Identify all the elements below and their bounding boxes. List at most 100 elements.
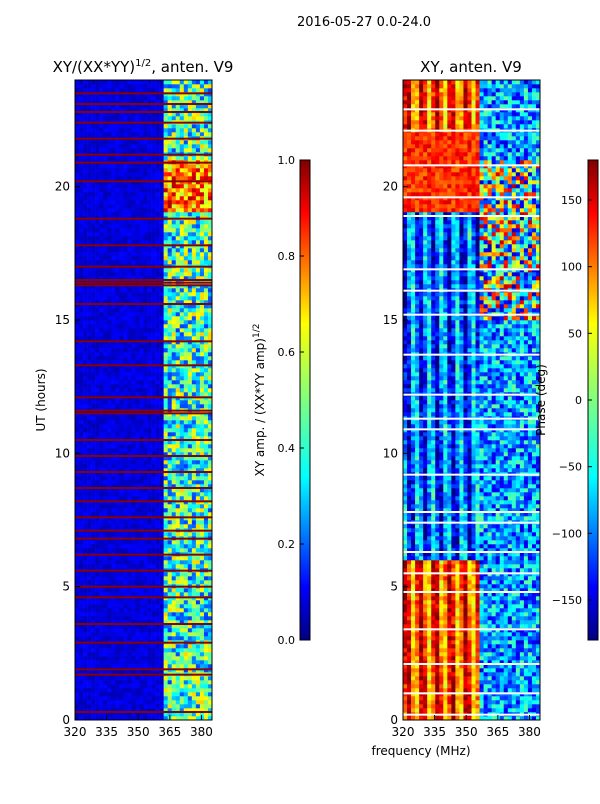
panel1-cell bbox=[203, 620, 209, 625]
panel1-cell bbox=[135, 620, 140, 625]
panel1-cell bbox=[135, 504, 140, 509]
panel1-cell bbox=[139, 432, 144, 437]
panel1-cell bbox=[207, 544, 213, 549]
panel1-cell bbox=[171, 220, 177, 225]
panel1-cell bbox=[183, 448, 189, 453]
panel1-cell bbox=[99, 520, 104, 525]
panel1-cell bbox=[175, 356, 181, 361]
panel1-cell bbox=[115, 404, 120, 409]
panel1-cell bbox=[143, 580, 148, 585]
panel1-cell bbox=[175, 696, 181, 701]
panel1-cell bbox=[155, 300, 160, 305]
panel1-cell bbox=[123, 272, 128, 277]
panel1-cell bbox=[115, 296, 120, 301]
panel1-cell bbox=[99, 488, 104, 493]
panel1-cell bbox=[95, 292, 100, 297]
panel1-cell bbox=[147, 664, 152, 669]
panel1-cell bbox=[167, 660, 173, 665]
panel1-cell bbox=[139, 316, 144, 321]
panel1-cell bbox=[143, 184, 148, 189]
panel1-cell bbox=[83, 192, 88, 197]
panel1-cell bbox=[115, 544, 120, 549]
panel1-cell bbox=[123, 632, 128, 637]
panel1-cell bbox=[147, 384, 152, 389]
panel1-cell bbox=[175, 700, 181, 705]
panel1-cell bbox=[167, 164, 173, 169]
panel1-cell bbox=[103, 148, 108, 153]
panel1-cell bbox=[179, 184, 185, 189]
panel1-cell bbox=[151, 664, 156, 669]
panel1-cell bbox=[103, 292, 108, 297]
panel1-cell bbox=[87, 156, 92, 161]
panel1-cell bbox=[175, 652, 181, 657]
panel1-cell bbox=[115, 400, 120, 405]
panel1-cell bbox=[171, 532, 177, 537]
panel1-cell bbox=[127, 200, 132, 205]
panel1-cell bbox=[103, 320, 108, 325]
panel1-cell bbox=[91, 164, 96, 169]
panel1-cell bbox=[127, 312, 132, 317]
panel1-cell bbox=[175, 704, 181, 709]
panel1-cell bbox=[199, 196, 205, 201]
panel1-cell bbox=[103, 164, 108, 169]
panel1-cell bbox=[111, 140, 116, 145]
panel1-cell bbox=[155, 464, 160, 469]
panel1-cell bbox=[171, 192, 177, 197]
panel1-cell bbox=[107, 156, 112, 161]
panel1-cell bbox=[91, 716, 96, 721]
panel1-cell bbox=[111, 560, 116, 565]
panel1-cell bbox=[151, 460, 156, 465]
panel1-cell bbox=[187, 472, 193, 477]
panel1-cell bbox=[147, 252, 152, 257]
panel1-cell bbox=[119, 560, 124, 565]
panel1-cell bbox=[87, 420, 92, 425]
panel1-cell bbox=[135, 648, 140, 653]
panel1-cell bbox=[143, 676, 148, 681]
panel1-cell bbox=[83, 508, 88, 513]
panel1-cell bbox=[139, 508, 144, 513]
panel1-cell bbox=[143, 332, 148, 337]
panel1-cell bbox=[179, 196, 185, 201]
panel1-cell bbox=[187, 384, 193, 389]
panel1-cell bbox=[203, 400, 209, 405]
panel1-cell bbox=[135, 316, 140, 321]
panel1-cell bbox=[75, 452, 80, 457]
panel1-cell bbox=[139, 148, 144, 153]
panel1-cell bbox=[187, 652, 193, 657]
panel1-cell bbox=[163, 276, 168, 281]
panel1-cell bbox=[103, 544, 108, 549]
panel1-cell bbox=[207, 440, 213, 445]
panel1-cell bbox=[167, 188, 173, 193]
panel1-cell bbox=[131, 360, 136, 365]
panel1-cell bbox=[207, 472, 213, 477]
panel1-cell bbox=[91, 224, 96, 229]
panel1-cell bbox=[107, 700, 112, 705]
panel1-cell bbox=[87, 316, 92, 321]
panel1-cell bbox=[87, 572, 92, 577]
panel1-cell bbox=[191, 484, 197, 489]
panel1-cell bbox=[187, 576, 193, 581]
panel1-cell bbox=[183, 404, 189, 409]
panel1-cell bbox=[111, 144, 116, 149]
panel1-cell bbox=[99, 252, 104, 257]
panel1-cell bbox=[83, 156, 88, 161]
panel1-cell bbox=[199, 384, 205, 389]
panel1-cell bbox=[111, 184, 116, 189]
panel1-cell bbox=[135, 652, 140, 657]
panel1-cell bbox=[131, 636, 136, 641]
panel1-cell bbox=[83, 300, 88, 305]
panel1-cell bbox=[131, 268, 136, 273]
panel1-cell bbox=[163, 464, 168, 469]
panel1-cell bbox=[99, 176, 104, 181]
panel1-cell bbox=[147, 612, 152, 617]
panel1-cell bbox=[199, 360, 205, 365]
panel1-cell bbox=[87, 548, 92, 553]
panel1-cell bbox=[91, 664, 96, 669]
panel1-cell bbox=[159, 480, 164, 485]
panel1-cell bbox=[143, 192, 148, 197]
panel1-cell bbox=[167, 548, 173, 553]
panel1-cell bbox=[91, 452, 96, 457]
panel1-cell bbox=[183, 476, 189, 481]
panel1-cell bbox=[95, 628, 100, 633]
panel1-cell bbox=[163, 144, 168, 149]
